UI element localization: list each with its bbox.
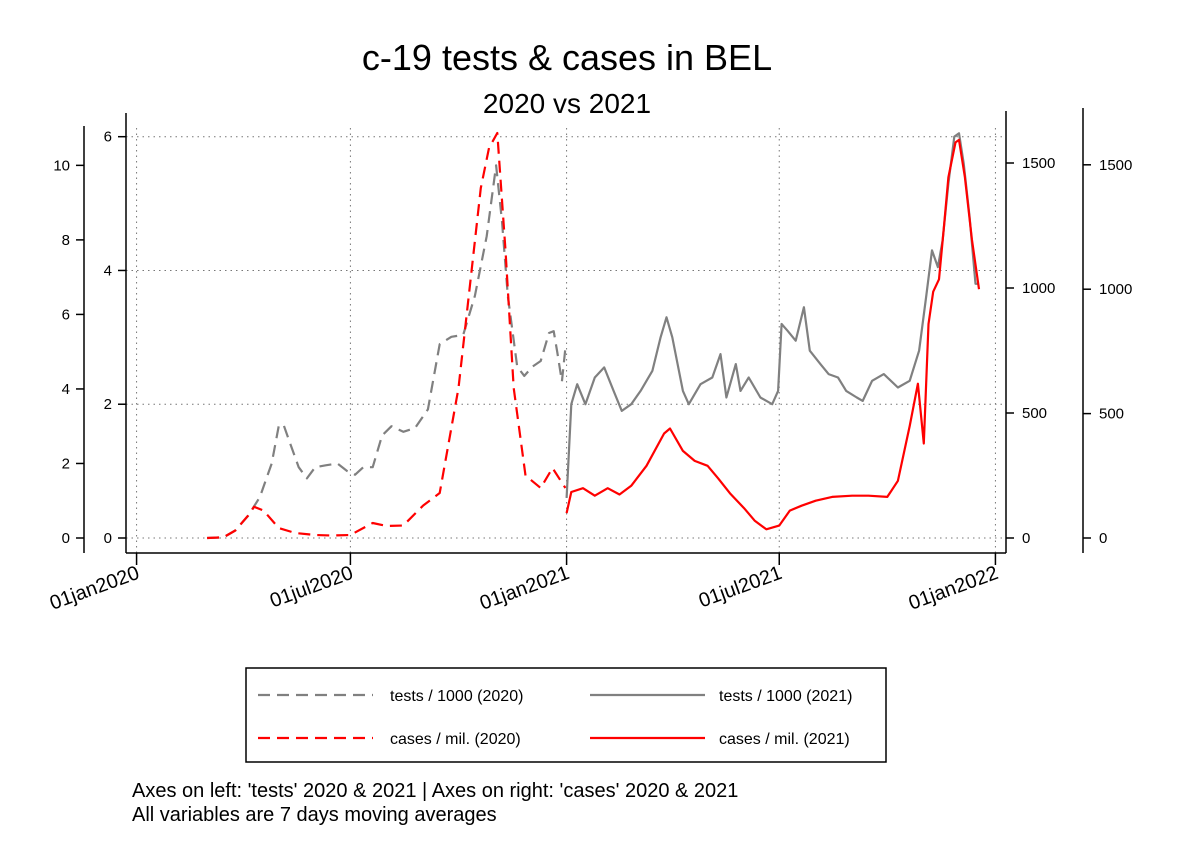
- y-tick-label-tests2021: 2: [104, 396, 112, 413]
- grid: [126, 128, 1006, 553]
- series-line-1: [565, 132, 979, 498]
- y-tick-label-tests2020: 4: [62, 381, 70, 398]
- y-tick-label-tests2021: 6: [104, 129, 112, 146]
- y-tick-label-cases2020: 0: [1022, 530, 1030, 547]
- y-tick-label-cases2020: 1000: [1022, 280, 1055, 297]
- y-tick-label-tests2021: 4: [104, 262, 112, 279]
- y-tick-label-tests2020: 10: [53, 157, 70, 174]
- series-lines: [207, 131, 981, 540]
- y-tick-label-tests2020: 2: [62, 455, 70, 472]
- series-line-3: [565, 138, 981, 531]
- chart-title: c-19 tests & cases in BEL: [362, 37, 772, 78]
- y-tick-label-cases2020: 500: [1022, 405, 1047, 422]
- x-tick-label: 01jan2022: [906, 562, 1001, 615]
- y-tick-label-tests2020: 6: [62, 306, 70, 323]
- y-tick-label-cases2021: 0: [1099, 530, 1107, 547]
- legend-label-3: cases / mil. (2021): [719, 731, 850, 748]
- y-tick-label-cases2021: 500: [1099, 406, 1124, 423]
- y-tick-label-cases2021: 1000: [1099, 281, 1132, 298]
- x-tick-label: 01jan2021: [477, 562, 572, 615]
- y-tick-label-tests2021: 0: [104, 530, 112, 547]
- legend-box: [245, 667, 887, 763]
- legend-label-1: tests / 1000 (2021): [719, 688, 852, 705]
- y-tick-label-tests2020: 8: [62, 232, 70, 249]
- legend-label-2: cases / mil. (2020): [390, 731, 521, 748]
- x-tick-label: 01jan2020: [47, 562, 142, 615]
- chart-subtitle: 2020 vs 2021: [483, 88, 651, 119]
- x-tick-label: 01jul2021: [696, 562, 785, 612]
- y-tick-label-tests2020: 0: [62, 530, 70, 547]
- legend: tests / 1000 (2020) tests / 1000 (2021) ca…: [245, 667, 887, 763]
- chart-note-averages: All variables are 7 days moving averages: [132, 804, 497, 826]
- x-tick-label: 01jul2020: [267, 562, 356, 612]
- legend-label-0: tests / 1000 (2020): [390, 688, 523, 705]
- chart-note-axes: Axes on left: 'tests' 2020 & 2021 | Axes…: [132, 780, 739, 802]
- series-line-2: [207, 131, 567, 540]
- y-tick-label-cases2020: 1500: [1022, 155, 1055, 172]
- y-tick-label-cases2021: 1500: [1099, 157, 1132, 174]
